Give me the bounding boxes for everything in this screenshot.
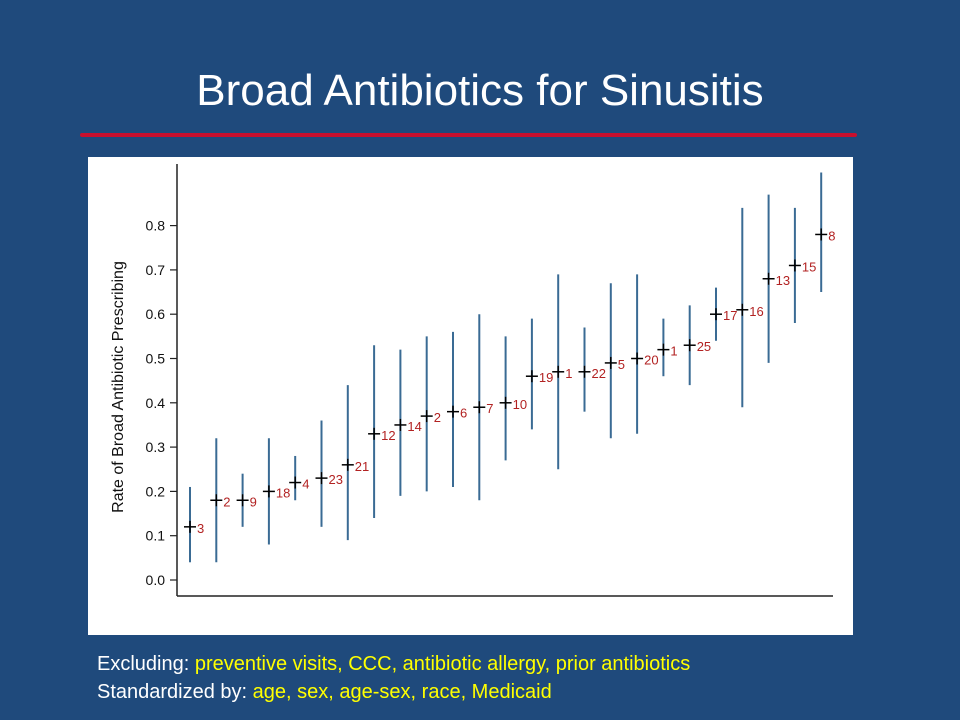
point-label: 8: [828, 228, 835, 243]
point-label: 7: [486, 401, 493, 416]
point-label: 6: [460, 406, 467, 421]
y-tick-label: 0.6: [146, 306, 166, 322]
data-points: 3 2 9 18 4 23 21 12 14 2 6 7 10 19 1 22 5 20 1 25 17 16 13 15 8: [184, 172, 835, 563]
point-label: 25: [697, 339, 711, 354]
point-label: 18: [276, 485, 290, 500]
y-tick-label: 0.2: [146, 483, 166, 499]
point-label: 13: [776, 273, 790, 288]
point-label: 12: [381, 428, 395, 443]
point-label: 5: [618, 357, 625, 372]
notes: Excluding: preventive visits, CCC, antib…: [97, 650, 690, 706]
point-label: 9: [250, 494, 257, 509]
y-tick-label: 0.4: [146, 395, 166, 411]
standardized-value: age, sex, age-sex, race, Medicaid: [252, 681, 552, 703]
excluding-label: Excluding:: [97, 653, 190, 675]
excluding-value: preventive visits, CCC, antibiotic aller…: [194, 653, 691, 675]
title-underline: [80, 133, 857, 137]
point-label: 14: [407, 419, 421, 434]
y-tick-label: 0.1: [146, 528, 166, 544]
y-tick-label: 0.5: [146, 351, 166, 367]
point-label: 15: [802, 259, 816, 274]
point-label: 21: [355, 459, 369, 474]
point-label: 10: [513, 397, 527, 412]
chart-panel: Rate of Broad Antibiotic Prescribing 0.0…: [88, 157, 853, 635]
point-label: 2: [434, 410, 441, 425]
point-label: 16: [749, 304, 763, 319]
point-label: 19: [539, 370, 553, 385]
point-label: 1: [565, 366, 572, 381]
point-label: 17: [723, 308, 737, 323]
y-ticks: 0.0 0.1 0.2 0.3 0.4 0.5 0.6 0.7 0.8: [146, 218, 177, 588]
excluding-note: Excluding: preventive visits, CCC, antib…: [97, 650, 690, 678]
y-tick-label: 0.3: [146, 439, 166, 455]
y-axis-label: Rate of Broad Antibiotic Prescribing: [110, 261, 127, 513]
y-tick-label: 0.7: [146, 262, 166, 278]
chart-plot: Rate of Broad Antibiotic Prescribing 0.0…: [110, 164, 835, 597]
point-label: 4: [302, 477, 309, 492]
point-label: 3: [197, 521, 204, 536]
point-label: 1: [670, 344, 677, 359]
standardized-label: Standardized by:: [97, 681, 248, 703]
y-tick-label: 0.0: [146, 572, 166, 588]
slide-title: Broad Antibiotics for Sinusitis: [196, 66, 764, 115]
standardized-note: Standardized by: age, sex, age-sex, race…: [97, 678, 690, 706]
y-tick-label: 0.8: [146, 218, 166, 234]
point-label: 23: [329, 472, 343, 487]
point-label: 2: [223, 494, 230, 509]
point-label: 20: [644, 353, 658, 368]
point-label: 22: [592, 366, 606, 381]
